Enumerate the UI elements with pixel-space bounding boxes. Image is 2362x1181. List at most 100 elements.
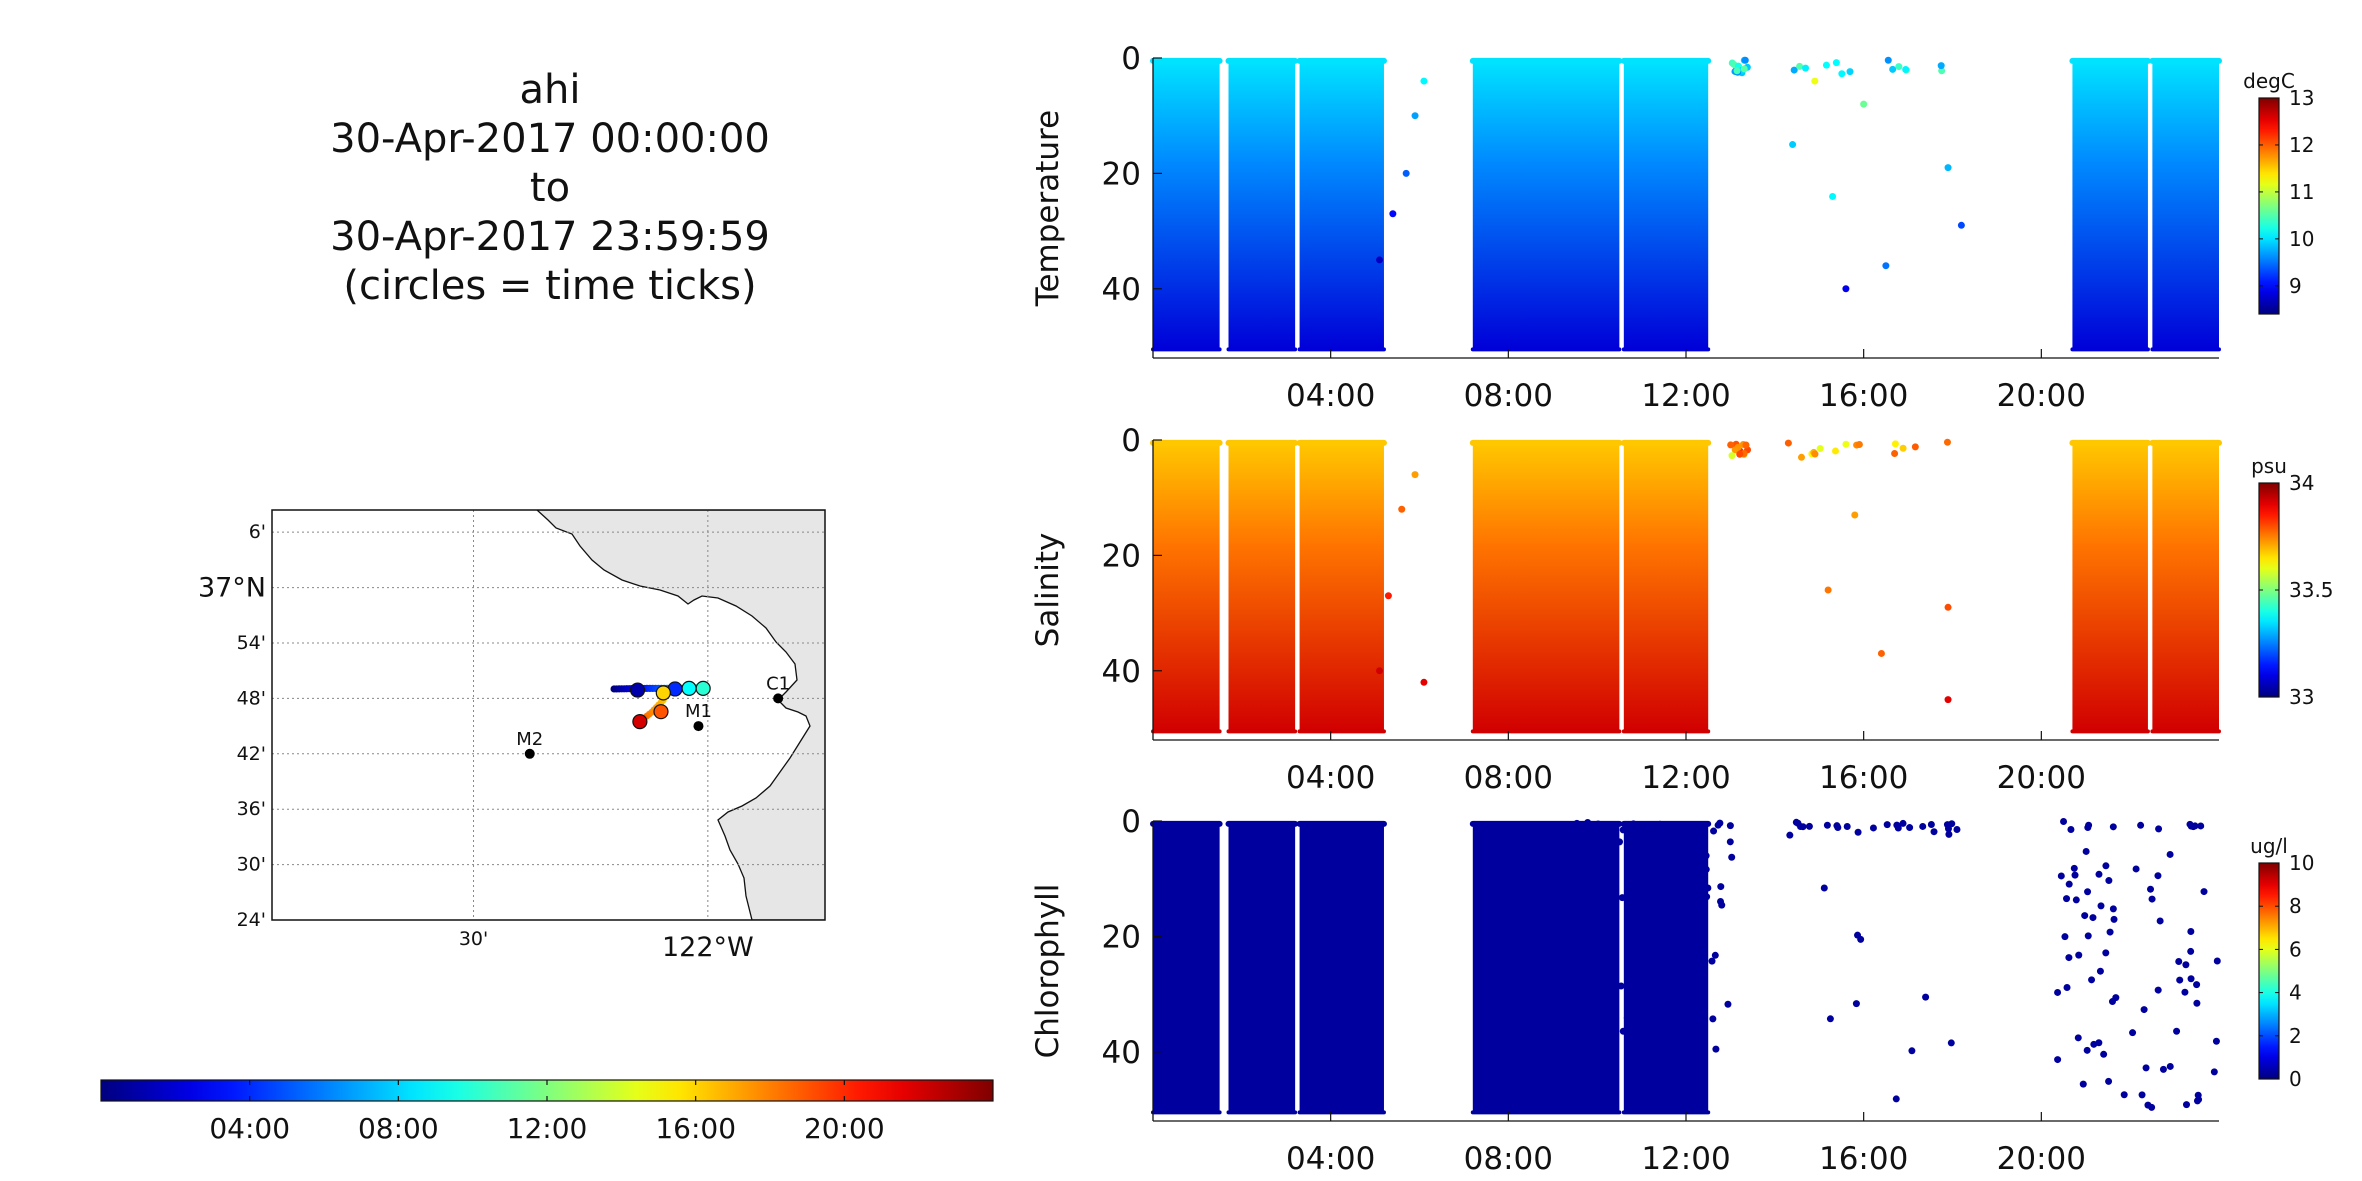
x-tick-label: 08:00 bbox=[1464, 1141, 1553, 1177]
profile-segment bbox=[1228, 823, 1296, 1113]
title-line-3: to bbox=[529, 165, 571, 211]
data-point bbox=[2175, 957, 2183, 965]
data-point bbox=[2147, 885, 2155, 893]
surface-point bbox=[1727, 441, 1735, 449]
profile-segment bbox=[2152, 442, 2219, 732]
data-point bbox=[2187, 947, 2195, 955]
profile-segment bbox=[2072, 60, 2148, 350]
y-tick-label: 20 bbox=[1102, 538, 1141, 574]
data-point bbox=[1860, 100, 1868, 108]
data-point bbox=[1639, 1073, 1647, 1081]
profile-segment bbox=[2072, 442, 2148, 732]
data-point bbox=[2156, 917, 2164, 925]
data-point bbox=[1786, 831, 1794, 839]
data-point bbox=[1635, 849, 1643, 857]
x-tick-label: 08:00 bbox=[1464, 378, 1553, 414]
x-tick-label: 12:00 bbox=[1641, 378, 1730, 414]
data-point bbox=[2065, 880, 2073, 888]
y-tick-label: 0 bbox=[1121, 41, 1141, 77]
data-point bbox=[2095, 870, 2103, 878]
data-point bbox=[2088, 976, 2096, 984]
data-point bbox=[1944, 603, 1952, 611]
surface-point bbox=[1584, 818, 1592, 826]
data-point bbox=[2212, 1037, 2220, 1045]
data-point bbox=[1600, 1030, 1608, 1038]
data-point bbox=[1824, 586, 1832, 594]
y-axis-label: Salinity bbox=[1030, 533, 1066, 648]
x-tick-label: 16:00 bbox=[1819, 760, 1908, 796]
surface-point bbox=[1838, 70, 1846, 78]
profile-segment bbox=[1472, 442, 1620, 732]
data-point bbox=[1709, 1015, 1717, 1023]
colorbar-units-label: ug/l bbox=[2250, 834, 2288, 858]
surface-point bbox=[1740, 65, 1748, 73]
data-point bbox=[2176, 976, 2184, 984]
surface-point bbox=[1594, 820, 1602, 828]
data-point bbox=[1908, 1047, 1916, 1055]
colorbar-tick-label: 10 bbox=[2289, 227, 2314, 251]
profile-segment bbox=[1228, 442, 1296, 732]
data-point bbox=[2159, 1065, 2167, 1073]
profile-segment bbox=[1228, 60, 1296, 350]
data-point bbox=[1682, 980, 1690, 988]
surface-point bbox=[2189, 823, 2197, 831]
data-point bbox=[2070, 864, 2078, 872]
time-colorbar-tick-label: 20:00 bbox=[804, 1112, 885, 1145]
title-line-1: ahi bbox=[519, 67, 581, 113]
data-point bbox=[2200, 888, 2208, 896]
profile-segment bbox=[1623, 442, 1709, 732]
data-point bbox=[1930, 828, 1938, 836]
time-tick-circle bbox=[681, 680, 697, 697]
colorbar-tick-label: 0 bbox=[2289, 1067, 2302, 1091]
lat-tick-label: 54' bbox=[237, 632, 266, 654]
surface-point bbox=[1602, 825, 1610, 833]
colorbar-units-label: degC bbox=[2243, 69, 2295, 93]
colorbar-fill bbox=[2258, 862, 2280, 1080]
data-point bbox=[1842, 285, 1850, 293]
data-point bbox=[1411, 471, 1419, 479]
x-tick-label: 20:00 bbox=[1997, 1141, 2086, 1177]
title-line-2: 30-Apr-2017 00:00:00 bbox=[330, 116, 770, 162]
y-tick-label: 40 bbox=[1102, 1035, 1141, 1071]
profile-segment bbox=[1299, 823, 1384, 1113]
lat-tick-label: 42' bbox=[237, 743, 266, 765]
x-tick-label: 04:00 bbox=[1286, 760, 1375, 796]
data-point bbox=[2096, 967, 2104, 975]
surface-point bbox=[1731, 446, 1739, 454]
colorbar-fill bbox=[2258, 97, 2280, 315]
data-point bbox=[2089, 914, 2097, 922]
colorbar-tick-label: 34 bbox=[2289, 471, 2314, 495]
data-point bbox=[1693, 931, 1701, 939]
data-point bbox=[1882, 262, 1890, 270]
data-point bbox=[1648, 925, 1656, 933]
colorbar-tick-label: 2 bbox=[2289, 1024, 2302, 1048]
surface-point bbox=[1574, 823, 1582, 831]
title-line-5: (circles = time ticks) bbox=[343, 263, 757, 309]
data-point bbox=[1605, 955, 1613, 963]
data-point bbox=[2181, 988, 2189, 996]
data-point bbox=[2106, 928, 2114, 936]
data-point bbox=[2100, 1050, 2108, 1058]
data-point bbox=[1623, 1014, 1631, 1022]
data-point bbox=[1717, 883, 1725, 891]
data-point bbox=[1603, 850, 1611, 858]
y-axis-label: Temperature bbox=[1030, 110, 1066, 307]
surface-point bbox=[2085, 821, 2093, 829]
surface-point bbox=[1742, 441, 1750, 449]
data-point bbox=[1384, 592, 1392, 600]
station-label: M2 bbox=[516, 729, 543, 750]
data-point bbox=[2120, 1091, 2128, 1099]
data-point bbox=[1624, 1022, 1632, 1030]
data-point bbox=[1678, 846, 1686, 854]
data-point bbox=[1685, 989, 1693, 997]
time-colorbar: 04:00 08:00 12:00 16:00 20:00 bbox=[100, 1079, 994, 1145]
colorbar-tick-label: 33 bbox=[2289, 685, 2314, 709]
surface-point bbox=[1629, 820, 1637, 828]
profile-segment bbox=[1472, 60, 1620, 350]
data-point bbox=[2082, 847, 2090, 855]
x-tick-label: 16:00 bbox=[1819, 378, 1908, 414]
data-point bbox=[1660, 887, 1668, 895]
data-point bbox=[1948, 820, 1956, 828]
profile-segment bbox=[1623, 823, 1709, 1113]
data-point bbox=[1726, 838, 1734, 846]
